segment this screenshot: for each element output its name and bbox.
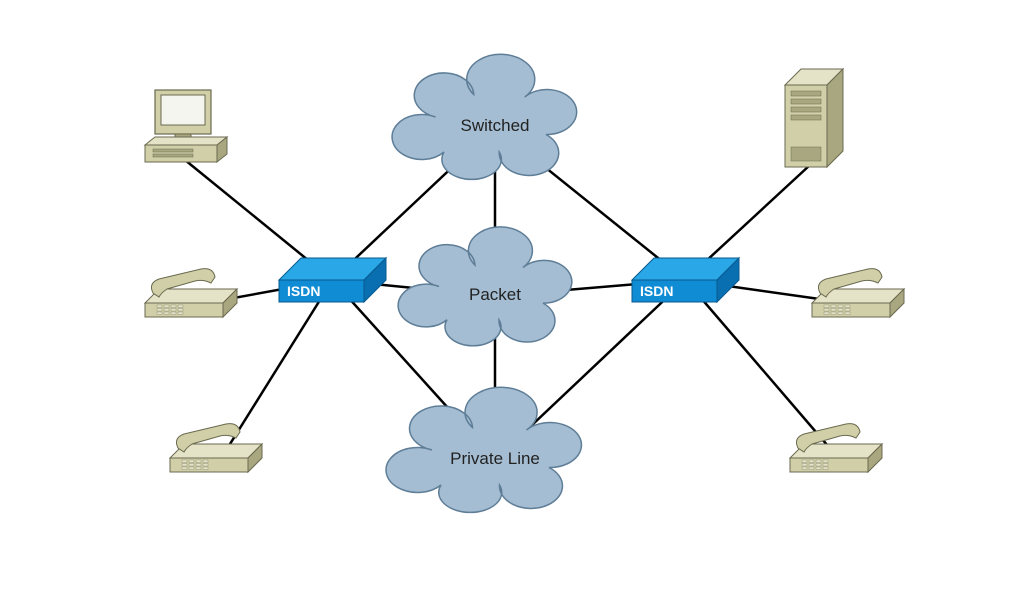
phone-key: [802, 467, 807, 470]
phone-icon: [145, 269, 237, 317]
monitor-screen: [161, 95, 205, 125]
router-front: [279, 280, 364, 302]
phone-key: [802, 464, 807, 467]
phone-key: [203, 464, 208, 467]
phone-key: [189, 460, 194, 463]
phone-key: [157, 305, 162, 308]
phone-key: [831, 305, 836, 308]
phone-key: [824, 312, 829, 315]
phone-icon: [790, 424, 882, 472]
phone-key: [802, 460, 807, 463]
pc-front: [145, 145, 217, 162]
phone-base-front: [170, 458, 248, 472]
phone-base-front: [812, 303, 890, 317]
server-icon: [785, 69, 843, 167]
phone-key: [189, 467, 194, 470]
phone-key: [171, 305, 176, 308]
phone-key: [838, 309, 843, 312]
server-bay: [791, 115, 821, 120]
server-bay: [791, 99, 821, 104]
network-diagram: SwitchedPacketPrivate LineISDNISDN: [0, 0, 1024, 602]
phone-key: [182, 464, 187, 467]
phone-key: [809, 467, 814, 470]
phone-key: [182, 467, 187, 470]
server-vent: [791, 147, 821, 161]
phone-key: [831, 309, 836, 312]
phone-key: [809, 464, 814, 467]
server-bay: [791, 107, 821, 112]
phone-key: [838, 305, 843, 308]
phone-key: [203, 467, 208, 470]
computer-icon: [145, 90, 227, 162]
pc-top: [145, 137, 227, 145]
clouds-group: [386, 54, 581, 512]
phone-key: [816, 460, 821, 463]
phone-key: [809, 460, 814, 463]
phone-key: [823, 460, 828, 463]
router-front: [632, 280, 717, 302]
pc-slot: [153, 149, 193, 152]
cloud-switched: [392, 54, 577, 179]
pc-slot: [153, 154, 193, 157]
phone-key: [164, 312, 169, 315]
phone-key: [196, 460, 201, 463]
server-bay: [791, 91, 821, 96]
phone-key: [203, 460, 208, 463]
phone-key: [845, 305, 850, 308]
phone-key: [178, 312, 183, 315]
phone-key: [816, 464, 821, 467]
cloud-packet: [398, 227, 572, 346]
phone-key: [845, 309, 850, 312]
phone-key: [164, 305, 169, 308]
phone-key: [196, 467, 201, 470]
phone-key: [823, 467, 828, 470]
phone-base-front: [145, 303, 223, 317]
phone-key: [157, 309, 162, 312]
phone-key: [164, 309, 169, 312]
phone-key: [816, 467, 821, 470]
phone-key: [824, 309, 829, 312]
diagram-svg: [0, 0, 1024, 602]
phone-key: [171, 312, 176, 315]
phone-icon: [812, 269, 904, 317]
phone-key: [831, 312, 836, 315]
phone-key: [824, 305, 829, 308]
phone-key: [196, 464, 201, 467]
phone-key: [823, 464, 828, 467]
phone-key: [838, 312, 843, 315]
phone-key: [157, 312, 162, 315]
phone-key: [182, 460, 187, 463]
phone-key: [178, 305, 183, 308]
phone-key: [189, 464, 194, 467]
server-side: [827, 69, 843, 167]
phone-key: [845, 312, 850, 315]
phone-base-front: [790, 458, 868, 472]
phone-key: [178, 309, 183, 312]
phone-icon: [170, 424, 262, 472]
phone-key: [171, 309, 176, 312]
